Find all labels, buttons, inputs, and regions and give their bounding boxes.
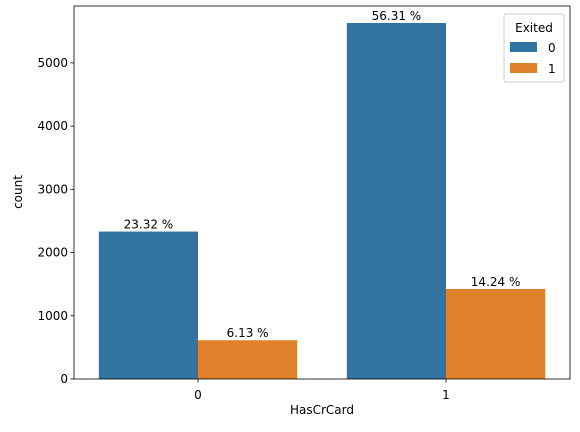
legend-title: Exited bbox=[515, 21, 553, 35]
plot-frame bbox=[73, 5, 571, 380]
data-label-exited-0-hascrcard-0: 23.32 % bbox=[124, 218, 174, 232]
legend: Exited 01 bbox=[503, 13, 565, 83]
y-tick-label-0: 0 bbox=[60, 372, 68, 386]
legend-label-1: 1 bbox=[548, 62, 556, 76]
legend-swatch-0 bbox=[510, 42, 537, 52]
x-tick-label-0: 0 bbox=[194, 388, 202, 402]
x-tick-label-1: 1 bbox=[442, 388, 450, 402]
legend-swatch-1 bbox=[510, 63, 537, 73]
bar-exited-1-hascrcard-0 bbox=[198, 340, 298, 379]
x-axis-label: HasCrCard bbox=[290, 403, 354, 417]
y-tick-label-1000: 1000 bbox=[37, 309, 68, 323]
data-label-exited-1-hascrcard-1: 14.24 % bbox=[471, 275, 521, 289]
data-labels-layer: 23.32 % 56.31 % 6.13 % 14.24 % bbox=[124, 9, 521, 340]
y-tick-label-4000: 4000 bbox=[37, 119, 68, 133]
legend-label-0: 0 bbox=[548, 41, 556, 55]
bars-layer bbox=[98, 23, 546, 379]
legend-entries: 01 bbox=[510, 41, 556, 76]
y-axis-ticks: 0 1000 2000 3000 4000 5000 bbox=[37, 56, 74, 386]
bar-exited-1-hascrcard-1 bbox=[446, 288, 546, 379]
y-tick-label-2000: 2000 bbox=[37, 246, 68, 260]
y-tick-label-5000: 5000 bbox=[37, 56, 68, 70]
bar-exited-0-hascrcard-0 bbox=[98, 231, 198, 379]
y-axis-label: count bbox=[11, 175, 25, 209]
y-tick-label-3000: 3000 bbox=[37, 182, 68, 196]
data-label-exited-1-hascrcard-0: 6.13 % bbox=[227, 326, 269, 340]
bar-exited-0-hascrcard-1 bbox=[346, 23, 446, 379]
data-label-exited-0-hascrcard-1: 56.31 % bbox=[372, 9, 422, 23]
